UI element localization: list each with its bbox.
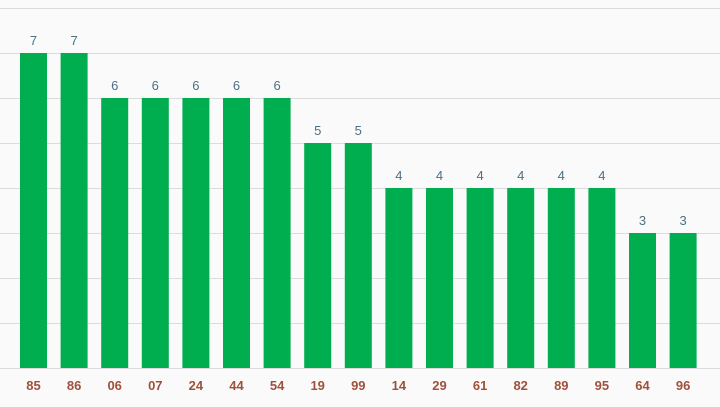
value-label-24: 6 <box>192 78 199 93</box>
value-label-95: 4 <box>598 168 605 183</box>
tick-label-99: 99 <box>351 378 365 393</box>
value-label-86: 7 <box>70 33 77 48</box>
bar-64 <box>629 233 656 368</box>
bar-07 <box>141 98 169 368</box>
value-labels: 7 7 6 6 6 6 6 5 5 4 4 4 4 4 4 3 3 <box>30 33 687 228</box>
tick-label-07: 07 <box>148 378 162 393</box>
bar-61 <box>466 188 494 368</box>
x-axis-tick-labels: 85 86 06 07 24 44 54 19 99 14 29 61 82 89 95 64 96 <box>26 378 690 393</box>
value-label-54: 6 <box>273 78 280 93</box>
bar-06 <box>101 98 129 368</box>
value-label-64: 3 <box>639 213 646 228</box>
tick-label-54: 54 <box>270 378 285 393</box>
tick-label-64: 64 <box>635 378 650 393</box>
bar-99 <box>344 143 372 368</box>
bar-14 <box>385 188 413 368</box>
bar-82 <box>507 188 535 368</box>
value-label-82: 4 <box>517 168 524 183</box>
tick-label-24: 24 <box>189 378 204 393</box>
bar-89 <box>547 188 575 368</box>
bar-24 <box>182 98 210 368</box>
value-label-61: 4 <box>476 168 483 183</box>
tick-label-14: 14 <box>392 378 407 393</box>
tick-label-86: 86 <box>67 378 81 393</box>
value-label-96: 3 <box>679 213 686 228</box>
value-label-19: 5 <box>314 123 321 138</box>
value-label-06: 6 <box>111 78 118 93</box>
value-label-89: 4 <box>558 168 565 183</box>
value-label-99: 5 <box>355 123 362 138</box>
tick-label-06: 06 <box>107 378 121 393</box>
bar-44 <box>223 98 250 368</box>
value-label-44: 6 <box>233 78 240 93</box>
bar-19 <box>304 143 332 368</box>
tick-label-61: 61 <box>473 378 487 393</box>
tick-label-89: 89 <box>554 378 568 393</box>
bar-29 <box>426 188 453 368</box>
tick-label-29: 29 <box>432 378 446 393</box>
bar-54 <box>263 98 291 368</box>
value-label-07: 6 <box>152 78 159 93</box>
value-label-14: 4 <box>395 168 402 183</box>
tick-label-96: 96 <box>676 378 690 393</box>
tick-label-44: 44 <box>229 378 244 393</box>
bar-95 <box>588 188 616 368</box>
value-label-85: 7 <box>30 33 37 48</box>
tick-label-95: 95 <box>595 378 609 393</box>
tick-label-82: 82 <box>513 378 527 393</box>
value-label-29: 4 <box>436 168 443 183</box>
bar-85 <box>20 53 47 368</box>
tick-label-85: 85 <box>26 378 40 393</box>
tick-label-19: 19 <box>310 378 324 393</box>
bar-96 <box>669 233 697 368</box>
bar-86 <box>60 53 88 368</box>
bars <box>20 53 697 368</box>
